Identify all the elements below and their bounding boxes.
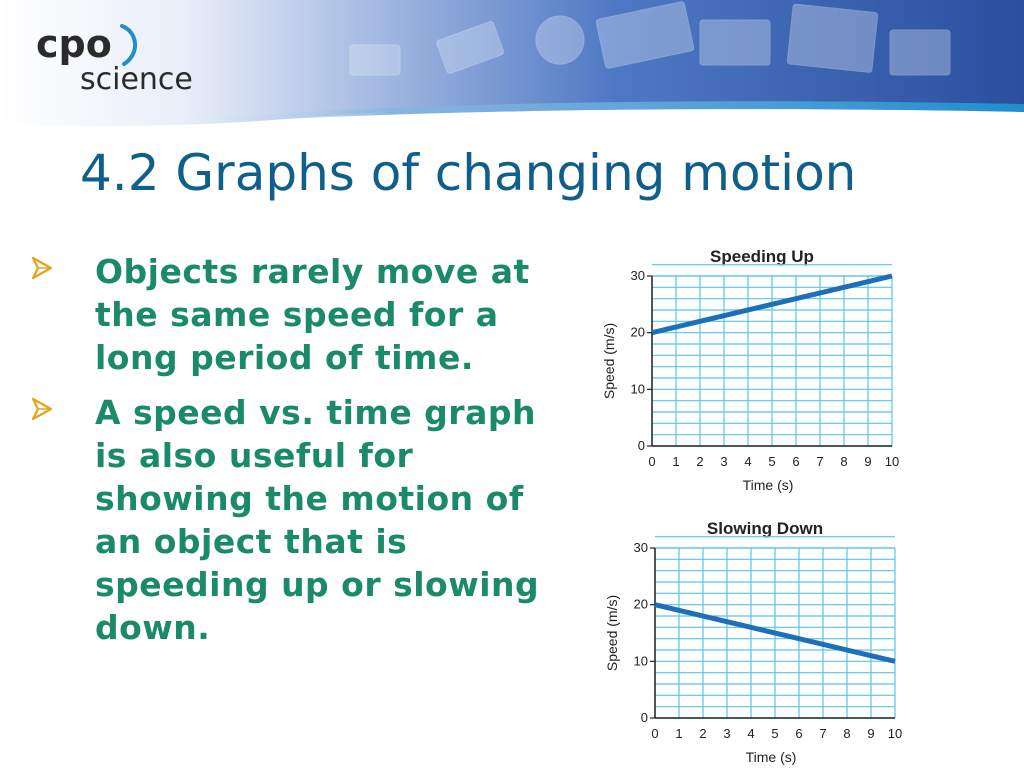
x-tick-label: 9 <box>867 726 874 741</box>
series-line <box>651 273 893 336</box>
x-tick-label: 6 <box>795 726 802 741</box>
x-axis-label: Time (s) <box>743 477 794 493</box>
bullet-item: Objects rarely move at the same speed fo… <box>28 250 558 379</box>
x-tick-label: 4 <box>747 726 754 741</box>
speeding-up-chart: Speeding Up 0 1 2 3 4 5 6 7 8 9 10 0 10 20 30 Time (s) Sp… <box>594 240 904 500</box>
y-tick-label: 30 <box>631 268 645 283</box>
x-tick-label: 8 <box>843 726 850 741</box>
chart-title: Slowing Down <box>707 519 823 538</box>
x-tick-label: 7 <box>819 726 826 741</box>
chart-title: Speeding Up <box>710 247 814 266</box>
x-tick-label: 3 <box>720 454 727 469</box>
x-tick-label: 7 <box>816 454 823 469</box>
slide-title: 4.2 Graphs of changing motion <box>80 144 857 202</box>
logo-cpo-text: cpo <box>36 22 112 66</box>
y-tick-label: 20 <box>634 597 648 612</box>
x-tick-label: 2 <box>696 454 703 469</box>
x-tick-label: 0 <box>651 726 658 741</box>
logo-swoosh-icon <box>120 24 137 66</box>
x-axis-label: Time (s) <box>746 749 797 765</box>
x-tick-label: 8 <box>840 454 847 469</box>
bullet-text: Objects rarely move at the same speed fo… <box>95 252 530 377</box>
x-tick-label: 1 <box>672 454 679 469</box>
x-tick-label: 2 <box>699 726 706 741</box>
x-tick-label: 5 <box>768 454 775 469</box>
bullet-arrow-icon <box>31 256 53 280</box>
y-tick-label: 30 <box>634 540 648 555</box>
x-tick-label: 10 <box>885 454 899 469</box>
y-tick-label: 10 <box>634 653 648 668</box>
y-tick-label: 10 <box>631 381 645 396</box>
chart-svg: Speeding Up 0 1 2 3 4 5 6 7 8 9 10 0 10 20 30 Time (s) Sp… <box>601 247 899 493</box>
series-line <box>654 602 896 664</box>
chart-svg: Slowing Down 0 1 2 3 4 5 6 7 8 9 10 0 10 20 30 Time (s) S… <box>604 519 902 765</box>
x-tick-label: 4 <box>744 454 751 469</box>
x-tick-label: 9 <box>864 454 871 469</box>
bullet-list: Objects rarely move at the same speed fo… <box>28 250 558 661</box>
bullet-arrow-icon <box>31 397 53 421</box>
slowing-down-chart: Slowing Down 0 1 2 3 4 5 6 7 8 9 10 0 10 20 30 Time (s) S… <box>597 512 907 768</box>
logo-science-text: science <box>80 62 193 97</box>
y-tick-label: 0 <box>638 438 645 453</box>
y-axis-label: Speed (m/s) <box>604 595 620 671</box>
x-tick-label: 5 <box>771 726 778 741</box>
y-tick-label: 0 <box>641 710 648 725</box>
bullet-text: A speed vs. time graph is also useful fo… <box>95 393 540 647</box>
x-tick-label: 10 <box>888 726 902 741</box>
x-tick-label: 3 <box>723 726 730 741</box>
x-tick-label: 0 <box>648 454 655 469</box>
y-tick-label: 20 <box>631 325 645 340</box>
y-axis-label: Speed (m/s) <box>601 323 617 399</box>
header-banner <box>0 0 1024 128</box>
bullet-item: A speed vs. time graph is also useful fo… <box>28 391 558 649</box>
x-tick-label: 6 <box>792 454 799 469</box>
x-tick-label: 1 <box>675 726 682 741</box>
